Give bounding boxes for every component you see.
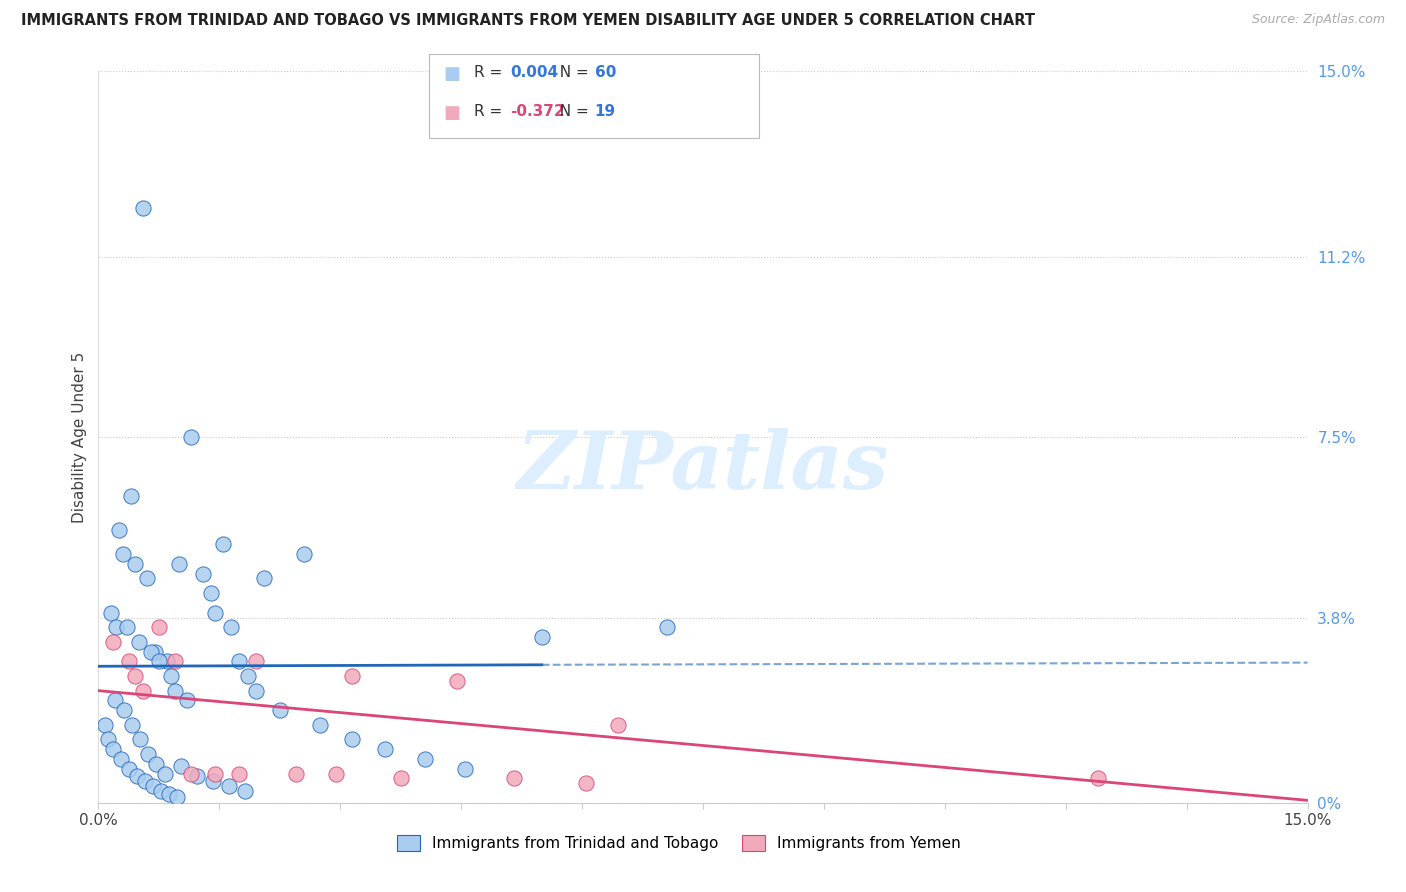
Text: ■: ■ xyxy=(443,104,460,122)
Point xyxy=(103,693,125,707)
Point xyxy=(107,523,129,537)
Point xyxy=(124,669,146,683)
Point xyxy=(413,752,436,766)
Point xyxy=(135,572,157,586)
Point xyxy=(120,489,142,503)
Point xyxy=(228,766,250,780)
Point xyxy=(132,683,155,698)
Point xyxy=(167,557,190,571)
Point xyxy=(253,572,276,586)
Point xyxy=(115,620,138,634)
Point xyxy=(148,620,170,634)
Point xyxy=(142,779,165,793)
Point xyxy=(100,606,122,620)
Point xyxy=(218,779,240,793)
Point xyxy=(655,620,678,634)
Point xyxy=(236,669,259,683)
Point xyxy=(342,732,364,747)
Point xyxy=(309,718,332,732)
Point xyxy=(118,654,141,668)
Point xyxy=(180,430,202,444)
Point xyxy=(121,718,143,732)
Text: ZIPatlas: ZIPatlas xyxy=(517,427,889,505)
Text: 19: 19 xyxy=(595,104,616,120)
Point xyxy=(204,606,226,620)
Text: 60: 60 xyxy=(595,65,616,80)
Y-axis label: Disability Age Under 5: Disability Age Under 5 xyxy=(72,351,87,523)
Point xyxy=(94,718,117,732)
Point xyxy=(200,586,222,600)
Point xyxy=(160,669,183,683)
Point xyxy=(157,787,180,801)
Point xyxy=(134,773,156,788)
Point xyxy=(284,766,307,780)
Point xyxy=(325,766,347,780)
Text: IMMIGRANTS FROM TRINIDAD AND TOBAGO VS IMMIGRANTS FROM YEMEN DISABILITY AGE UNDE: IMMIGRANTS FROM TRINIDAD AND TOBAGO VS I… xyxy=(21,13,1035,29)
Text: R =: R = xyxy=(474,65,508,80)
Point xyxy=(176,693,198,707)
Point xyxy=(374,742,396,756)
Point xyxy=(101,635,124,649)
Point xyxy=(129,732,152,747)
Point xyxy=(153,766,176,780)
Text: ■: ■ xyxy=(443,65,460,83)
Point xyxy=(169,759,191,773)
Point xyxy=(156,654,179,668)
Point xyxy=(233,783,256,797)
Point xyxy=(530,630,553,644)
Text: Source: ZipAtlas.com: Source: ZipAtlas.com xyxy=(1251,13,1385,27)
Point xyxy=(292,547,315,561)
Point xyxy=(186,769,208,783)
Point xyxy=(163,683,186,698)
Legend: Immigrants from Trinidad and Tobago, Immigrants from Yemen: Immigrants from Trinidad and Tobago, Imm… xyxy=(391,830,966,857)
Point xyxy=(101,742,124,756)
Point xyxy=(201,773,224,788)
Point xyxy=(245,654,267,668)
Point xyxy=(389,772,412,786)
Text: R =: R = xyxy=(474,104,508,120)
Point xyxy=(143,645,166,659)
Point xyxy=(221,620,243,634)
Point xyxy=(132,201,155,215)
Point xyxy=(105,620,128,634)
Point xyxy=(245,683,267,698)
Point xyxy=(118,762,141,776)
Point xyxy=(112,703,135,717)
Point xyxy=(212,537,235,551)
Point xyxy=(111,547,134,561)
Point xyxy=(110,752,132,766)
Text: 0.004: 0.004 xyxy=(510,65,558,80)
Point xyxy=(97,732,120,747)
Point xyxy=(446,673,468,688)
Point xyxy=(502,772,524,786)
Point xyxy=(150,783,173,797)
Point xyxy=(575,776,598,790)
Point xyxy=(607,718,630,732)
Point xyxy=(139,645,162,659)
Text: -0.372: -0.372 xyxy=(510,104,565,120)
Point xyxy=(269,703,291,717)
Point xyxy=(454,762,477,776)
Point xyxy=(163,654,186,668)
Point xyxy=(124,557,146,571)
Point xyxy=(145,756,167,771)
Point xyxy=(180,766,202,780)
Text: N =: N = xyxy=(550,104,593,120)
Point xyxy=(128,635,150,649)
Point xyxy=(1087,772,1109,786)
Point xyxy=(127,769,149,783)
Point xyxy=(342,669,364,683)
Point xyxy=(166,789,188,804)
Point xyxy=(148,654,170,668)
Point xyxy=(204,766,226,780)
Point xyxy=(228,654,250,668)
Text: N =: N = xyxy=(550,65,593,80)
Point xyxy=(193,566,215,581)
Point xyxy=(138,747,160,761)
